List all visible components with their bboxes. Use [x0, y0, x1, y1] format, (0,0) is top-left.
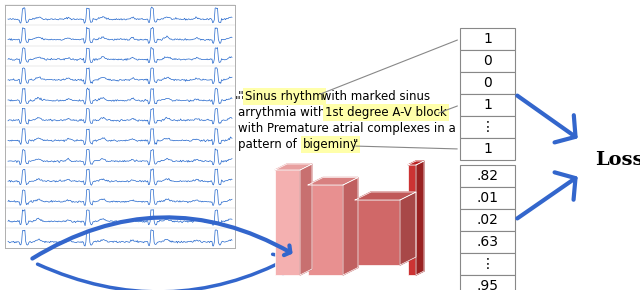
FancyBboxPatch shape — [460, 72, 515, 94]
Text: ⋮: ⋮ — [481, 257, 495, 271]
Text: ": " — [238, 90, 244, 103]
Text: pattern of: pattern of — [238, 138, 301, 151]
Text: 0: 0 — [483, 54, 492, 68]
Text: Loss: Loss — [595, 151, 640, 169]
Text: .02: .02 — [477, 213, 499, 227]
Text: 1: 1 — [483, 142, 492, 156]
Text: ": " — [235, 95, 241, 108]
FancyBboxPatch shape — [460, 187, 515, 209]
Text: with marked sinus: with marked sinus — [318, 90, 430, 103]
FancyBboxPatch shape — [460, 138, 515, 160]
FancyBboxPatch shape — [460, 209, 515, 231]
FancyBboxPatch shape — [275, 170, 300, 275]
FancyBboxPatch shape — [460, 28, 515, 50]
Text: 1: 1 — [483, 32, 492, 46]
Text: ": " — [353, 138, 358, 151]
FancyBboxPatch shape — [460, 165, 515, 187]
Polygon shape — [343, 177, 358, 275]
Text: 1st degree A-V block: 1st degree A-V block — [325, 106, 447, 119]
Text: bigeminy: bigeminy — [303, 138, 358, 151]
Polygon shape — [355, 192, 416, 200]
FancyBboxPatch shape — [460, 116, 515, 138]
Text: Sinus rhythm: Sinus rhythm — [245, 90, 324, 103]
Polygon shape — [400, 192, 416, 265]
FancyArrowPatch shape — [517, 96, 575, 142]
FancyBboxPatch shape — [460, 253, 515, 275]
Text: 1: 1 — [483, 98, 492, 112]
Text: ": " — [241, 95, 247, 108]
Text: .01: .01 — [477, 191, 499, 205]
FancyBboxPatch shape — [408, 165, 416, 275]
FancyBboxPatch shape — [460, 50, 515, 72]
FancyBboxPatch shape — [460, 94, 515, 116]
Text: with Premature atrial complexes in a: with Premature atrial complexes in a — [238, 122, 456, 135]
FancyBboxPatch shape — [355, 200, 400, 265]
FancyArrowPatch shape — [38, 254, 290, 290]
Text: .95: .95 — [477, 279, 499, 290]
FancyBboxPatch shape — [460, 275, 515, 290]
FancyArrowPatch shape — [517, 172, 575, 218]
Text: ⋮: ⋮ — [481, 120, 495, 134]
FancyBboxPatch shape — [308, 185, 343, 275]
Polygon shape — [300, 164, 312, 275]
Polygon shape — [408, 161, 424, 165]
FancyBboxPatch shape — [460, 231, 515, 253]
Polygon shape — [416, 161, 424, 275]
Text: .82: .82 — [477, 169, 499, 183]
FancyBboxPatch shape — [5, 5, 235, 248]
Polygon shape — [308, 177, 358, 185]
Text: 0: 0 — [483, 76, 492, 90]
Polygon shape — [275, 164, 312, 170]
Text: arrythmia with: arrythmia with — [238, 106, 329, 119]
Text: .63: .63 — [477, 235, 499, 249]
